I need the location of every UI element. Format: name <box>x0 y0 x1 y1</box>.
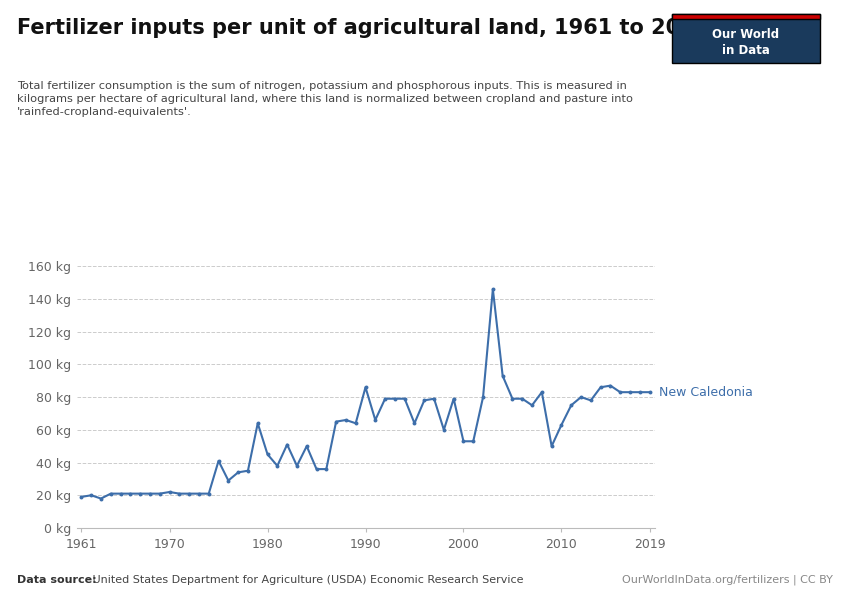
Point <box>428 394 441 404</box>
Point <box>241 466 255 476</box>
Point <box>594 382 608 392</box>
Point <box>114 489 128 499</box>
Point <box>369 415 382 425</box>
Point <box>348 418 362 428</box>
Point <box>94 494 108 503</box>
Point <box>192 489 206 499</box>
Point <box>525 400 539 410</box>
Point <box>270 461 284 470</box>
Point <box>545 442 558 451</box>
Point <box>555 420 569 430</box>
Point <box>506 394 519 404</box>
Point <box>231 467 245 477</box>
Point <box>476 392 490 402</box>
Point <box>123 489 137 499</box>
Text: Data source:: Data source: <box>17 575 97 585</box>
Point <box>309 464 323 474</box>
Text: New Caledonia: New Caledonia <box>660 386 753 398</box>
Point <box>614 388 627 397</box>
Point <box>143 489 156 499</box>
Text: Our World: Our World <box>712 28 779 41</box>
Point <box>339 415 353 425</box>
Point <box>359 382 372 392</box>
Point <box>104 489 117 499</box>
Text: OurWorldInData.org/fertilizers | CC BY: OurWorldInData.org/fertilizers | CC BY <box>622 575 833 585</box>
Point <box>398 394 411 404</box>
Point <box>173 489 186 499</box>
Point <box>467 436 480 446</box>
Point <box>222 476 235 485</box>
Point <box>212 456 225 466</box>
Point <box>408 418 422 428</box>
Point <box>437 425 451 434</box>
Point <box>447 394 461 404</box>
Point <box>643 388 656 397</box>
Point <box>633 388 647 397</box>
Text: in Data: in Data <box>722 44 770 57</box>
Point <box>575 392 588 402</box>
Point <box>564 400 578 410</box>
Point <box>417 395 431 405</box>
Point <box>388 394 402 404</box>
Point <box>202 489 216 499</box>
Point <box>320 464 333 474</box>
Point <box>251 418 264 428</box>
Point <box>133 489 147 499</box>
Point <box>515 394 529 404</box>
Point <box>75 492 88 502</box>
Point <box>153 489 167 499</box>
Point <box>496 371 509 380</box>
Point <box>378 394 392 404</box>
Point <box>261 449 275 459</box>
Point <box>290 461 303 470</box>
Text: Total fertilizer consumption is the sum of nitrogen, potassium and phosphorous i: Total fertilizer consumption is the sum … <box>17 81 633 118</box>
Point <box>300 442 314 451</box>
Point <box>535 388 548 397</box>
Point <box>486 284 500 294</box>
Point <box>584 395 598 405</box>
Text: United States Department for Agriculture (USDA) Economic Research Service: United States Department for Agriculture… <box>89 575 524 585</box>
Text: Fertilizer inputs per unit of agricultural land, 1961 to 2019: Fertilizer inputs per unit of agricultur… <box>17 18 709 38</box>
Point <box>84 490 98 500</box>
Point <box>183 489 196 499</box>
Point <box>604 381 617 391</box>
Point <box>162 487 176 497</box>
Point <box>456 436 470 446</box>
Point <box>329 417 343 427</box>
Point <box>280 440 294 449</box>
Point <box>623 388 637 397</box>
